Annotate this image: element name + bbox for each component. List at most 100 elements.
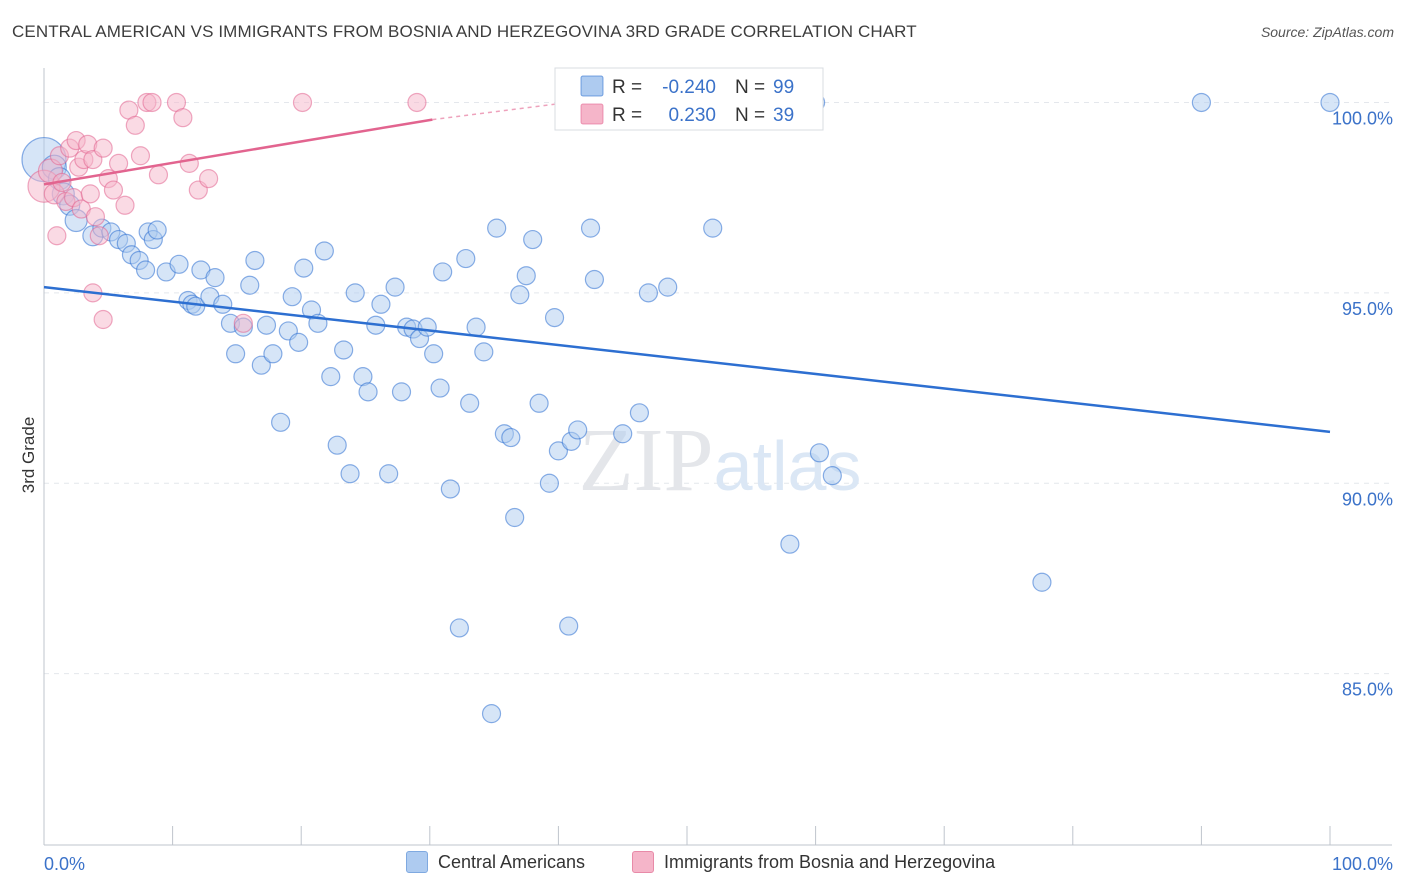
watermark-atlas: atlas: [714, 427, 862, 505]
y-tick-label: 90.0%: [1342, 489, 1393, 509]
point-central-american: [205, 268, 225, 288]
point-central-american: [501, 427, 521, 448]
x-tick-label: 0.0%: [44, 854, 85, 874]
point-bosnia: [199, 169, 219, 189]
point-central-american: [809, 443, 830, 463]
watermark-zip: ZIP: [579, 411, 714, 510]
point-central-american: [135, 260, 156, 280]
legend-swatch-pink: [632, 851, 654, 873]
stats-r-value: -0.240: [662, 77, 716, 98]
point-central-american: [1320, 92, 1340, 113]
point-central-american: [169, 254, 189, 274]
point-central-american: [658, 277, 678, 297]
point-central-american: [327, 435, 347, 455]
point-central-american: [523, 229, 543, 250]
point-central-american: [449, 618, 469, 638]
point-central-american: [371, 294, 391, 314]
point-central-american: [703, 218, 723, 238]
point-central-american: [516, 266, 536, 286]
point-central-american: [544, 308, 565, 328]
stats-n-label: N =: [735, 77, 765, 98]
point-central-american: [430, 378, 450, 398]
point-central-american: [226, 344, 246, 364]
point-bosnia: [103, 180, 124, 200]
point-central-american: [1032, 572, 1052, 592]
y-tick-label: 100.0%: [1332, 108, 1393, 128]
point-central-american: [505, 507, 525, 528]
point-central-american: [340, 464, 360, 484]
point-central-american: [529, 393, 549, 413]
point-bosnia: [80, 184, 100, 204]
point-central-american: [256, 315, 277, 335]
point-central-american: [629, 403, 650, 423]
point-central-american: [345, 283, 365, 303]
point-central-american: [568, 420, 588, 440]
point-central-american: [548, 441, 569, 461]
watermark: ZIPatlas: [579, 411, 862, 510]
point-bosnia: [47, 226, 67, 246]
point-central-american: [240, 275, 260, 295]
point-central-american: [456, 248, 476, 269]
point-central-american: [580, 218, 601, 238]
data-points: [21, 92, 1340, 724]
point-central-american: [271, 412, 291, 432]
point-central-american: [251, 355, 271, 375]
point-central-american: [417, 317, 437, 337]
point-bosnia: [130, 146, 151, 166]
point-bosnia: [89, 226, 109, 246]
point-central-american: [440, 479, 460, 499]
trend-line-bosnia-extension: [432, 101, 569, 121]
point-bosnia: [85, 207, 106, 227]
stats-swatch: [580, 103, 604, 125]
chart-title: CENTRAL AMERICAN VS IMMIGRANTS FROM BOSN…: [12, 22, 917, 41]
stats-r-value: 0.230: [668, 105, 716, 126]
point-bosnia: [173, 108, 193, 128]
legend-item-bosnia-herzegovina[interactable]: Immigrants from Bosnia and Herzegovina: [632, 851, 995, 873]
point-central-american: [314, 241, 334, 261]
legend-item-central-americans[interactable]: Central Americans: [406, 851, 585, 873]
stats-n-label: N =: [735, 105, 765, 126]
point-central-american: [822, 466, 842, 486]
x-tick-label: 100.0%: [1332, 854, 1393, 874]
point-central-american: [539, 473, 559, 493]
point-central-american: [213, 294, 233, 314]
axes: 0.0% 100.0%: [43, 68, 1393, 874]
point-bosnia: [125, 115, 145, 135]
stats-swatch: [580, 75, 604, 97]
stats-legend: R = -0.240 N = 99 R = 0.230 N = 39: [554, 67, 824, 131]
point-bosnia: [407, 92, 427, 113]
point-central-american: [584, 269, 605, 290]
trend-lines: [43, 101, 1331, 434]
legend-swatch-blue: [406, 851, 428, 873]
y-tick-label: 85.0%: [1342, 680, 1393, 700]
point-central-american: [559, 616, 579, 636]
point-central-american: [481, 704, 502, 724]
stats-r-label: R =: [612, 77, 642, 98]
point-bosnia: [148, 165, 169, 185]
stats-n-value: 99: [773, 77, 794, 98]
point-central-american: [460, 393, 480, 413]
point-central-american: [294, 258, 314, 278]
point-central-american: [358, 382, 378, 402]
point-central-american: [613, 424, 633, 444]
point-bosnia: [292, 92, 313, 113]
gridlines: 85.0% 90.0% 95.0% 100.0%: [44, 101, 1393, 700]
point-central-american: [1191, 92, 1212, 113]
point-central-american: [474, 342, 494, 362]
point-central-american: [780, 534, 800, 554]
point-bosnia: [115, 195, 135, 215]
point-bosnia: [93, 138, 113, 158]
legend-label: Immigrants from Bosnia and Herzegovina: [664, 851, 996, 872]
trend-line-central-american: [43, 285, 1331, 434]
point-central-american: [466, 317, 486, 337]
point-central-american: [245, 250, 265, 271]
stats-n-value: 39: [773, 105, 794, 126]
point-central-american: [510, 285, 530, 305]
point-bosnia: [142, 92, 162, 113]
point-central-american: [424, 344, 444, 364]
trend-line-bosnia: [43, 118, 433, 186]
point-bosnia: [93, 309, 113, 330]
point-central-american: [147, 220, 167, 240]
chart-source: Source: ZipAtlas.com: [1260, 24, 1394, 40]
point-central-american: [289, 332, 309, 352]
